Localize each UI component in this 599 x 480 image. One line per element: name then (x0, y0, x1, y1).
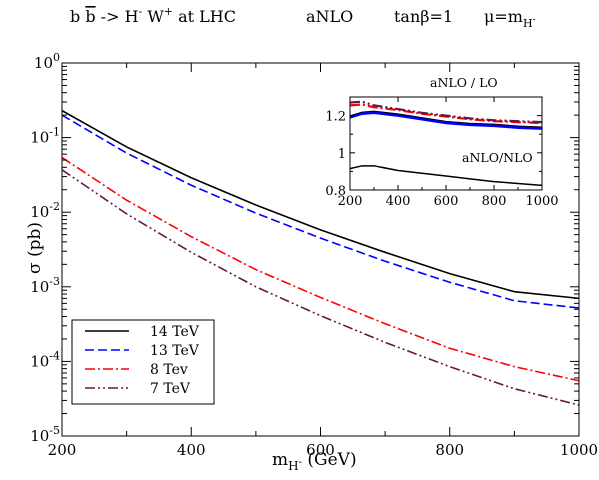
legend-label: 7 TeV (150, 381, 191, 397)
legend-entry: 8 Tev (85, 362, 188, 378)
inset-annotation-lo: aNLO / LO (430, 75, 498, 90)
series-line-14-tev (61, 109, 580, 300)
legend-entry: 13 TeV (85, 343, 200, 359)
legend-entry: 7 TeV (85, 381, 191, 397)
y-axis-title: σ (pb) (25, 222, 45, 274)
inset-curves (349, 100, 543, 187)
x-tick-label: 1000 (560, 441, 598, 459)
inset-y-tick-label: 1.2 (325, 110, 346, 125)
series-line-8-tev (61, 156, 580, 382)
inset-y-tick-label: 1 (338, 147, 346, 162)
y-tick-label: 10-5 (30, 424, 60, 445)
title-scale: μ=mH- (484, 7, 536, 30)
y-tick-label: 10-2 (30, 200, 60, 221)
inset-x-tick-label: 200 (338, 194, 363, 209)
inset-x-tick-label: 400 (386, 194, 411, 209)
legend: 14 TeV 13 TeV 8 Tev 7 TeV (71, 319, 215, 405)
title-process: b b -> H- W+ at LHC (70, 5, 236, 26)
y-tick-label: 10-1 (30, 126, 60, 147)
x-tick-label: 400 (177, 441, 206, 459)
inset-y-tick-labels: 0.8 1 1.2 (325, 110, 346, 199)
x-tick-label: 600 (306, 441, 335, 459)
inset-series-line (349, 165, 543, 187)
y-tick-label: 100 (34, 51, 60, 72)
chart-title: b b -> H- W+ at LHC aNLO tanβ=1 μ=mH- (70, 5, 536, 30)
y-tick-label: 10-3 (30, 275, 60, 296)
x-tick-label: 800 (435, 441, 464, 459)
legend-label: 14 TeV (150, 324, 200, 340)
main-ticks (61, 62, 580, 437)
legend-box (71, 319, 215, 405)
inset-y-tick-label: 0.8 (325, 184, 346, 199)
y-tick-labels: 10-5 10-4 10-3 10-2 10-1 100 (30, 51, 60, 445)
inset-ticks (349, 97, 543, 191)
legend-entries: 14 TeV 13 TeV 8 Tev 7 TeV (85, 324, 200, 397)
series-line-13-tev (61, 114, 580, 309)
inset-series-line (349, 111, 543, 130)
title-order: aNLO (306, 7, 353, 26)
x-tick-label: 200 (48, 441, 77, 459)
x-tick-labels: 200 400 600 800 1000 (48, 441, 598, 459)
legend-entry: 14 TeV (85, 324, 200, 340)
x-axis-title: mH- (GeV) (272, 450, 357, 473)
y-tick-label: 10-4 (30, 349, 60, 370)
inset-annotation-nlo: aNLO/NLO (462, 150, 533, 165)
inset-x-tick-labels: 200 400 600 800 1000 (338, 194, 559, 209)
inset-x-tick-label: 600 (434, 194, 459, 209)
inset-x-tick-label: 800 (482, 194, 507, 209)
legend-label: 8 Tev (150, 362, 188, 378)
inset-ratio-plot: 200 400 600 800 1000 0.8 1 1.2 aNLO / LO aNLO/… (325, 75, 558, 209)
main-curves (61, 109, 580, 406)
title-tanbeta: tanβ=1 (394, 7, 453, 26)
inset-x-tick-label: 1000 (525, 194, 558, 209)
legend-label: 13 TeV (150, 343, 200, 359)
inset-series-line (349, 100, 543, 124)
